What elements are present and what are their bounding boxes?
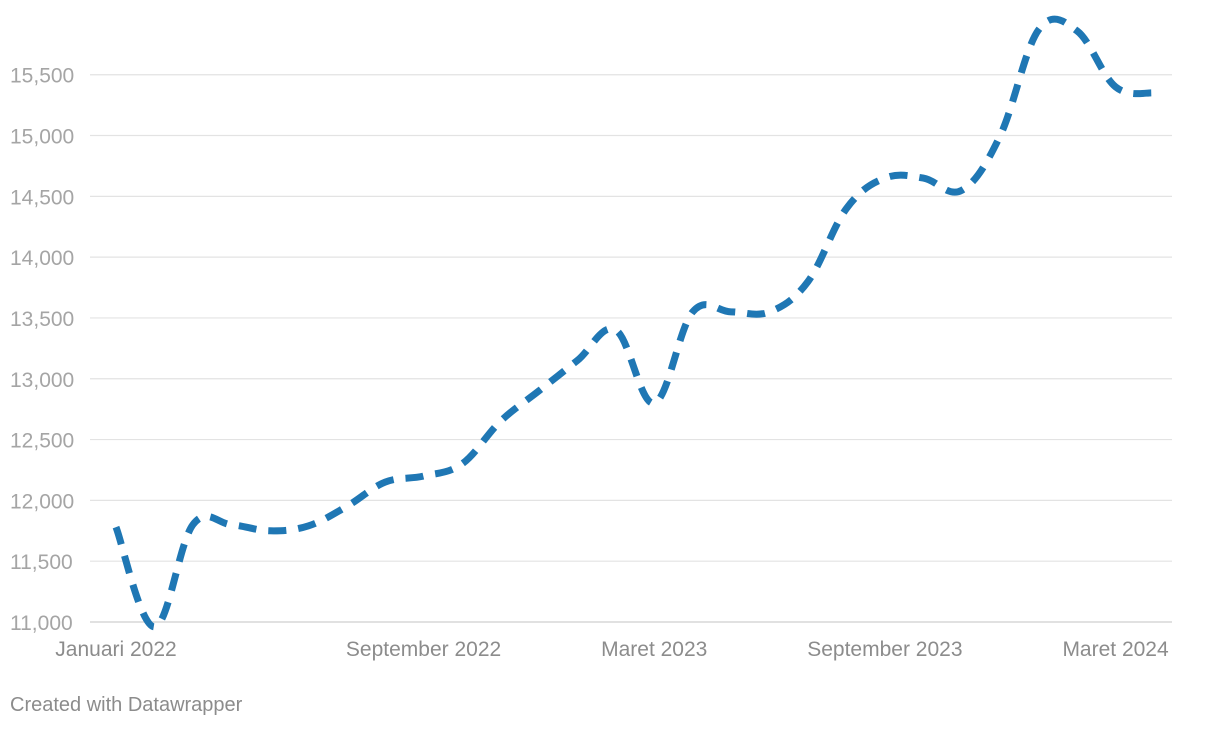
data-point — [421, 473, 427, 479]
data-point — [574, 358, 580, 364]
gridlines — [90, 74, 1172, 623]
x-tick-label: Maret 2023 — [601, 638, 707, 661]
data-point — [1151, 90, 1157, 96]
y-tick-label: 13,000 — [10, 369, 74, 392]
credit-text: Created with Datawrapper — [10, 694, 243, 716]
data-point — [613, 327, 619, 333]
data-point — [767, 309, 773, 315]
data-point — [920, 175, 926, 181]
series-group — [112, 15, 1157, 631]
data-point — [344, 503, 350, 509]
y-tick-label: 12,500 — [10, 430, 74, 453]
line-chart: 11,000 11,500 12,000 12,500 13,000 13,500 14,0… — [10, 15, 1172, 661]
data-point — [959, 187, 965, 193]
data-point — [690, 309, 696, 315]
x-tick-label: Maret 2024 — [1062, 638, 1169, 661]
data-point — [536, 388, 542, 394]
y-axis-tick-labels: 11,000 11,500 12,000 12,500 13,000 13,500 14,0… — [10, 65, 74, 635]
y-tick-label: 11,500 — [10, 551, 73, 574]
data-point — [267, 528, 273, 534]
data-point — [1036, 27, 1042, 33]
y-tick-label: 11,000 — [10, 612, 73, 635]
data-point — [651, 400, 657, 406]
series-line — [112, 15, 1155, 631]
data-point — [459, 461, 465, 467]
y-tick-label: 14,000 — [10, 247, 74, 270]
data-point — [497, 418, 503, 424]
x-tick-label: September 2023 — [807, 638, 962, 661]
data-point — [113, 524, 119, 530]
x-tick-label: Januari 2022 — [55, 638, 176, 661]
y-tick-label: 14,500 — [10, 186, 74, 209]
data-point — [882, 175, 888, 181]
data-point — [228, 522, 234, 528]
x-axis-tick-labels: Januari 2022 September 2022 Maret 2023 Sept… — [55, 638, 1169, 661]
y-tick-label: 15,000 — [10, 126, 74, 149]
data-point — [843, 206, 849, 212]
data-point — [190, 522, 196, 528]
y-tick-label: 12,000 — [10, 490, 74, 513]
data-point — [151, 624, 157, 630]
data-point — [805, 278, 811, 284]
data-point — [1074, 28, 1080, 34]
data-point — [305, 523, 311, 529]
data-point — [1113, 84, 1119, 90]
data-point — [728, 309, 734, 315]
data-point — [997, 133, 1003, 139]
x-tick-label: September 2022 — [346, 638, 501, 661]
data-point — [382, 479, 388, 485]
y-tick-label: 15,500 — [10, 65, 74, 88]
y-tick-label: 13,500 — [10, 308, 74, 331]
